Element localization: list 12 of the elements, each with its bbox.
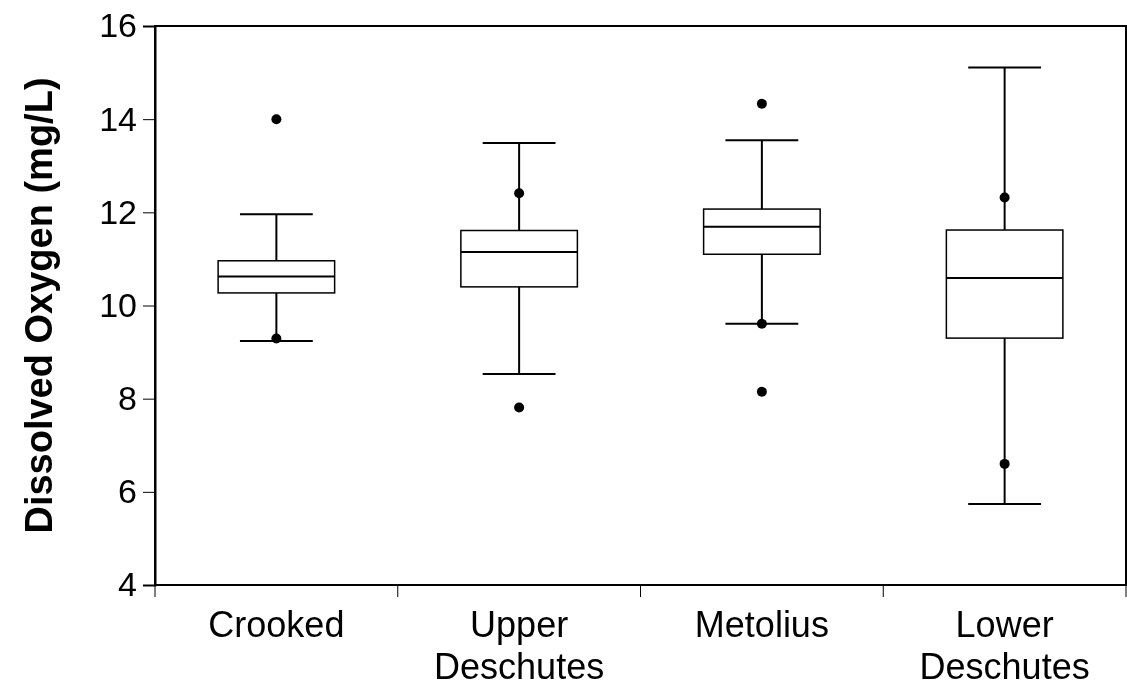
y-tick-label: 16 (99, 6, 137, 45)
x-tick-label: Lower Deschutes (919, 604, 1090, 687)
y-tick-label: 12 (99, 192, 137, 231)
y-tick-label: 6 (118, 472, 137, 511)
y-tick-label: 4 (118, 565, 137, 604)
x-tick-label: Metolius (694, 604, 829, 645)
x-tick-label: Upper Deschutes (434, 604, 605, 687)
y-tick-label: 10 (99, 285, 137, 324)
y-tick-label: 8 (118, 379, 137, 418)
y-tick-label: 14 (99, 99, 137, 138)
x-tick-label: Crooked (208, 604, 345, 645)
y-axis-title: Dissolved Oxygen (mg/L) (18, 77, 60, 534)
